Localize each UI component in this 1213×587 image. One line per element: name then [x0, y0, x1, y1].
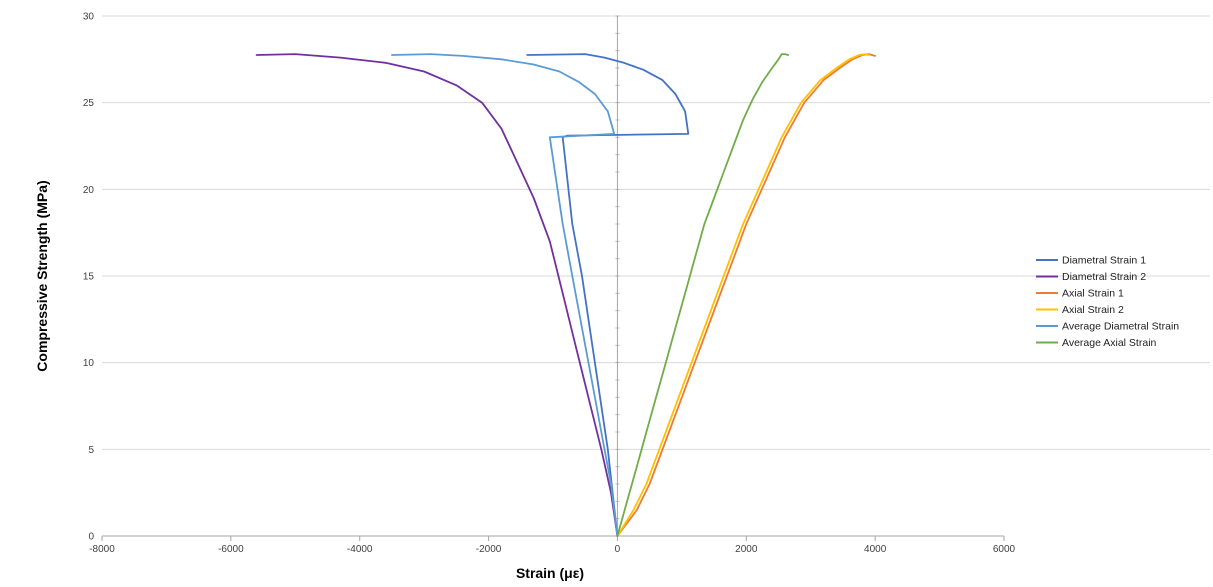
gridlines	[102, 15, 1210, 450]
axes: 0 5 10 15 20 25 30 -8000 -6000 -4000 -2000 0 2000 400…	[83, 12, 1016, 556]
legend-label: Diametral Strain 2	[1062, 271, 1146, 283]
x-tick-label: 2000	[735, 544, 758, 555]
y-tick-label: 30	[83, 12, 95, 23]
y-tick-label: 0	[88, 532, 94, 543]
series-line-5	[390, 53, 619, 537]
series-line-2	[255, 53, 619, 537]
x-tick-label: 0	[615, 544, 621, 555]
y-tick-label: 15	[83, 272, 95, 283]
y-tick-label: 25	[83, 98, 95, 109]
y-axis-title: Compressive Strength (MPa)	[34, 180, 50, 371]
series-line-4	[616, 53, 870, 537]
x-axis-title: Strain (με)	[516, 565, 584, 581]
legend-label: Axial Strain 1	[1062, 288, 1124, 300]
legend-label: Average Axial Strain	[1062, 337, 1157, 349]
series-line-1	[526, 53, 690, 537]
x-tick-label: 4000	[864, 544, 887, 555]
x-tick-label: 6000	[993, 544, 1016, 555]
y-tick-label: 5	[88, 445, 94, 456]
legend-label: Diametral Strain 1	[1062, 255, 1146, 267]
legend-label: Axial Strain 2	[1062, 304, 1124, 316]
x-tick-label: -6000	[218, 544, 244, 555]
y-tick-label: 10	[83, 358, 95, 369]
x-tick-label: -2000	[476, 544, 502, 555]
y-tick-label: 20	[83, 185, 95, 196]
x-tick-label: -8000	[89, 544, 115, 555]
legend-label: Average Diametral Strain	[1062, 321, 1179, 333]
series-lines	[255, 53, 876, 537]
legend: Diametral Strain 1 Diametral Strain 2 Axia…	[1036, 255, 1179, 349]
series-line-6	[616, 53, 790, 537]
x-tick-label: -4000	[347, 544, 373, 555]
